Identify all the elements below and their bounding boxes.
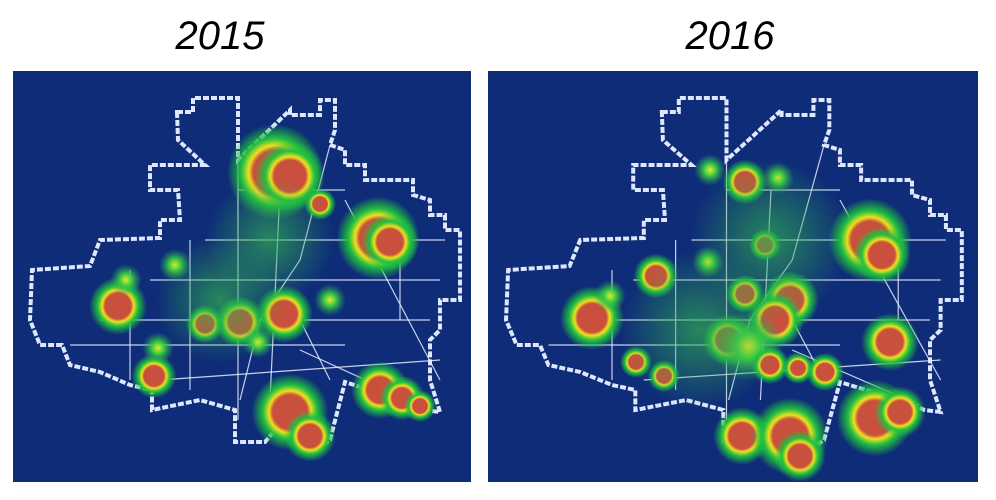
hotspot [156,236,284,364]
map-panel-2015 [13,71,471,482]
hotspot [853,226,911,284]
hotspot [805,352,845,392]
hotspot [874,386,926,438]
hotspot [404,390,436,422]
hotspot [314,284,346,316]
hotspot [694,154,726,186]
hotspot [131,353,177,399]
panel-title-2015: 2015 [175,14,265,58]
hotspot [861,313,919,371]
hotspot [782,352,814,384]
map-panel-2016 [488,71,978,482]
hotspot [774,430,826,482]
hotspot [110,264,142,296]
street-line [159,359,441,381]
hotspot [361,213,419,271]
hotspot [284,410,336,462]
city-boundary [504,96,964,450]
hotspot [620,250,780,410]
hotspot [594,280,626,312]
panel-title-2016: 2016 [685,14,775,58]
